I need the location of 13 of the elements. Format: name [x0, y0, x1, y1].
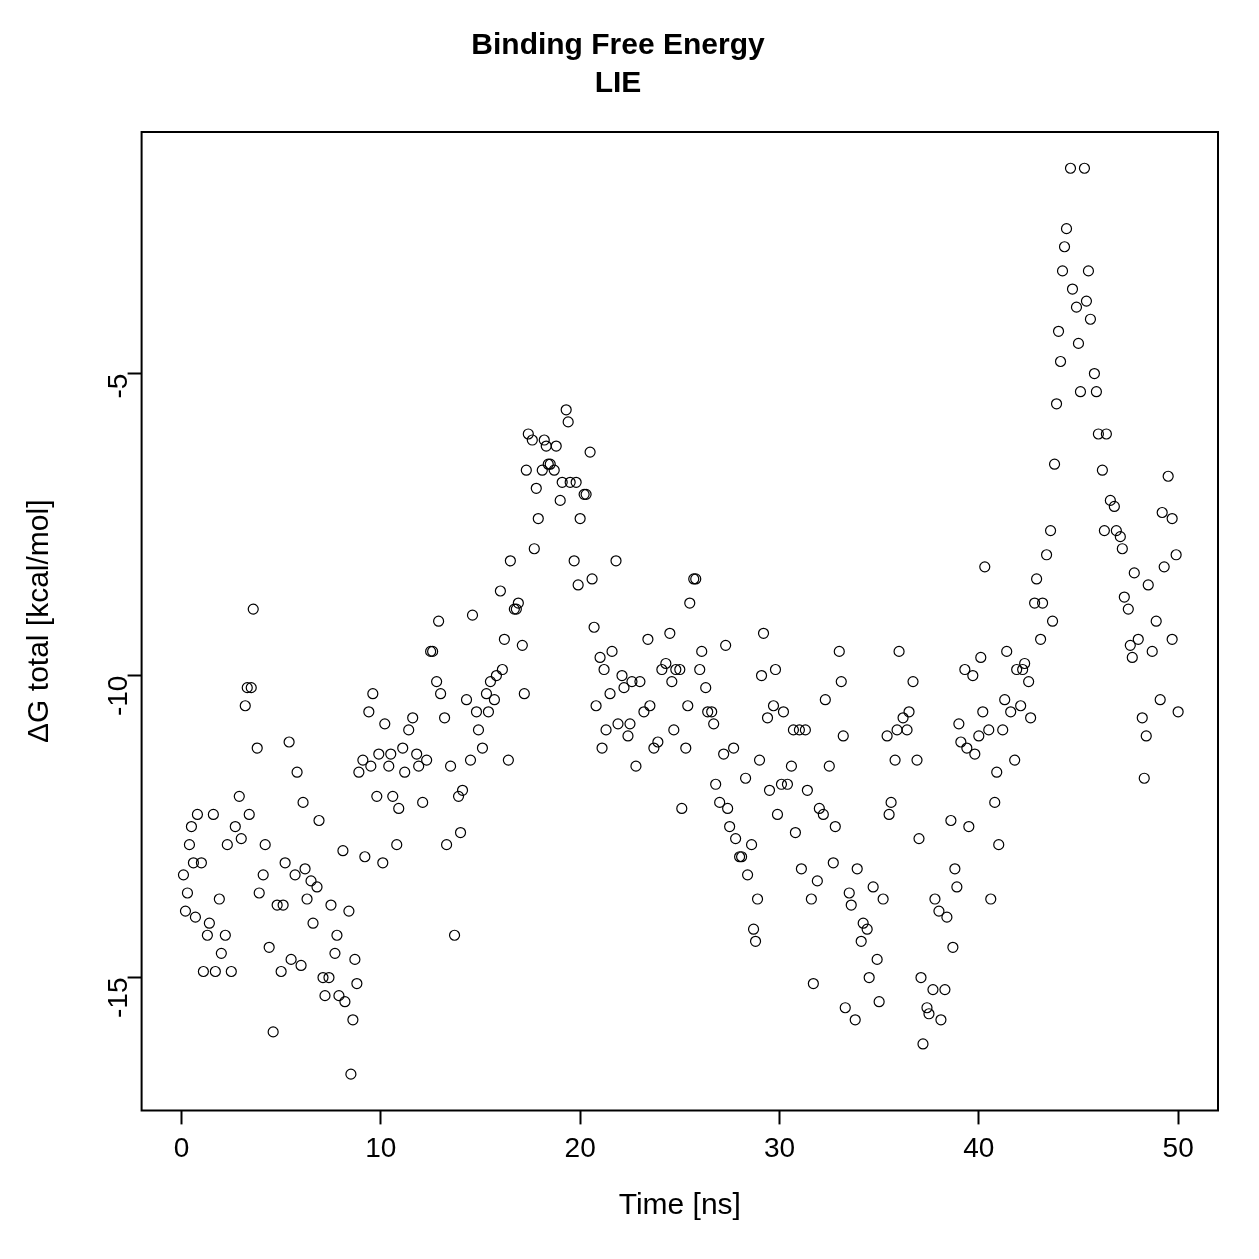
y-tick-label: -15	[102, 977, 134, 1018]
x-tick-label: 10	[365, 1131, 397, 1163]
x-axis-title: Time [ns]	[618, 1187, 741, 1221]
x-tick-label: 50	[1162, 1131, 1194, 1163]
y-tick-label: -5	[102, 373, 134, 399]
x-tick-label: 40	[963, 1131, 995, 1163]
y-tick-label: -10	[102, 675, 134, 717]
x-tick-label: 20	[564, 1131, 596, 1163]
y-axis-title: ΔG total [kcal/mol]	[21, 499, 55, 743]
x-tick-label: 30	[763, 1131, 796, 1163]
x-tick-label: 0	[173, 1131, 190, 1163]
chart-title: Binding Free Energy	[471, 27, 765, 61]
chart-subtitle: LIE	[594, 65, 642, 99]
